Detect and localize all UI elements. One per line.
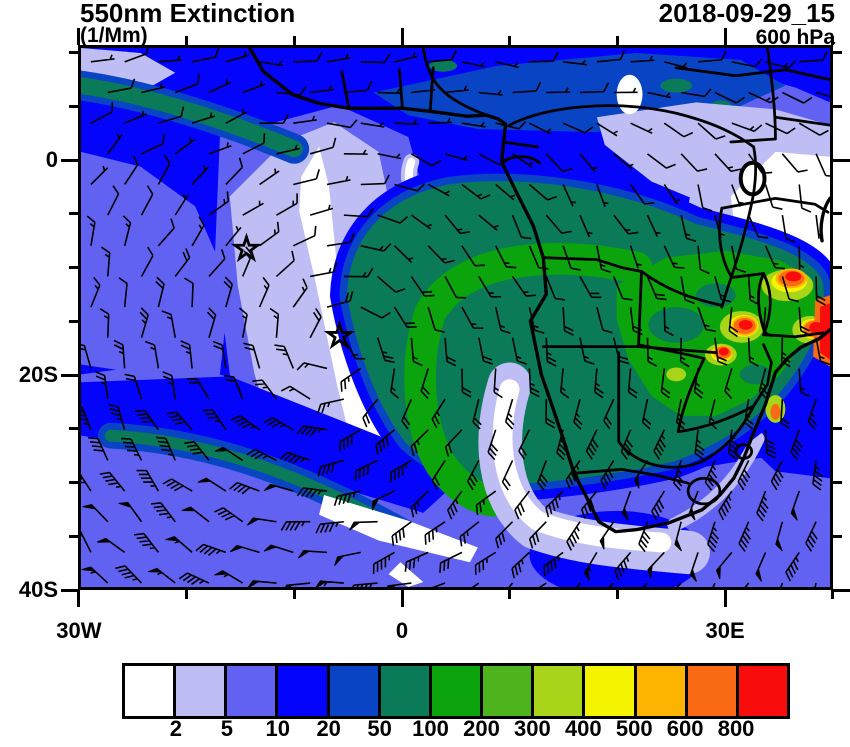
x-axis-label: 30W [56,618,102,643]
colorbar [122,663,790,719]
colorbar-label: 300 [514,716,551,741]
colorbar-swatch-5 [380,666,432,716]
axis-tick [69,212,78,216]
axis-tick [400,28,404,45]
colorbar-label: 10 [265,716,291,741]
colorbar-swatch-8 [534,666,586,716]
axis-tick [723,590,727,607]
colorbar-swatch-3 [278,666,330,716]
wind-barb-pennants [81,446,798,587]
axis-tick [833,373,850,377]
axis-tick [833,534,842,538]
axis-tick [833,104,842,108]
colorbar-swatch-2 [227,666,279,716]
axis-tick [61,373,78,377]
axis-tick [61,588,78,592]
map-frame [78,45,833,590]
axis-tick [615,590,619,599]
axis-tick [831,590,835,599]
axis-tick [292,590,296,599]
axis-tick [69,319,78,323]
colorbar-label: 400 [564,716,602,741]
axis-tick [833,158,850,162]
axis-tick [69,534,78,538]
axis-tick [615,36,619,45]
y-axis-label: 40S [18,577,58,602]
colorbar-label: 800 [717,716,755,741]
axis-tick [400,590,404,607]
colorbar-swatch-0 [125,666,177,716]
x-axis-label: 30E [705,618,745,643]
contour-field [81,48,830,587]
plot-title: 550nm Extinction [80,0,296,28]
star-marker [323,319,356,350]
axis-tick [69,427,78,431]
axis-tick [833,51,842,54]
valid-datetime: 2018-09-29_15 [658,0,835,28]
axis-tick [185,36,189,45]
colorbar-label: 5 [220,716,233,741]
colorbar-label: 50 [367,716,392,741]
y-axis-label: 20S [18,362,58,387]
plot-units-label: (1/Mm) [80,24,148,47]
axis-tick [833,212,842,216]
colorbar-swatch-4 [329,666,381,716]
colorbar-swatch-1 [176,666,228,716]
axis-tick [185,590,189,599]
colorbar-label: 200 [463,716,500,741]
axis-tick [292,36,296,45]
y-axis-label: 0 [45,147,58,172]
colorbar-label: 100 [412,716,449,741]
wind-barbs-layer [81,48,830,587]
axis-tick [833,266,842,269]
axis-tick [77,28,81,45]
colorbar-swatch-6 [431,666,484,716]
axis-tick [69,51,78,54]
wind-barbs [81,48,830,587]
axis-tick [77,590,81,607]
star-marker [230,232,263,263]
axis-tick [833,319,842,323]
axis-tick [831,36,835,45]
colorbar-label: 500 [615,716,653,741]
colorbar-swatch-10 [636,666,688,716]
axis-tick [833,588,850,592]
map-plot [81,48,830,587]
colorbar-swatch-7 [483,666,535,716]
colorbar-swatch-12 [738,666,788,716]
axis-tick [69,104,78,108]
colorbar-swatch-9 [585,666,637,716]
axis-tick [833,427,842,431]
axis-tick [69,266,78,269]
axis-tick [508,36,512,45]
colorbar-label: 20 [316,716,341,741]
axis-tick [69,481,78,484]
colorbar-swatch-11 [687,666,739,716]
pressure-level: 600 hPa [755,26,835,49]
axis-tick [833,481,842,484]
star-markers-layer [230,232,356,350]
x-axis-label: 0 [395,618,409,643]
colorbar-label: 2 [169,716,183,741]
colorbar-label: 600 [666,716,704,741]
axis-tick [508,590,512,599]
axis-tick [61,158,78,162]
axis-tick [723,28,727,45]
